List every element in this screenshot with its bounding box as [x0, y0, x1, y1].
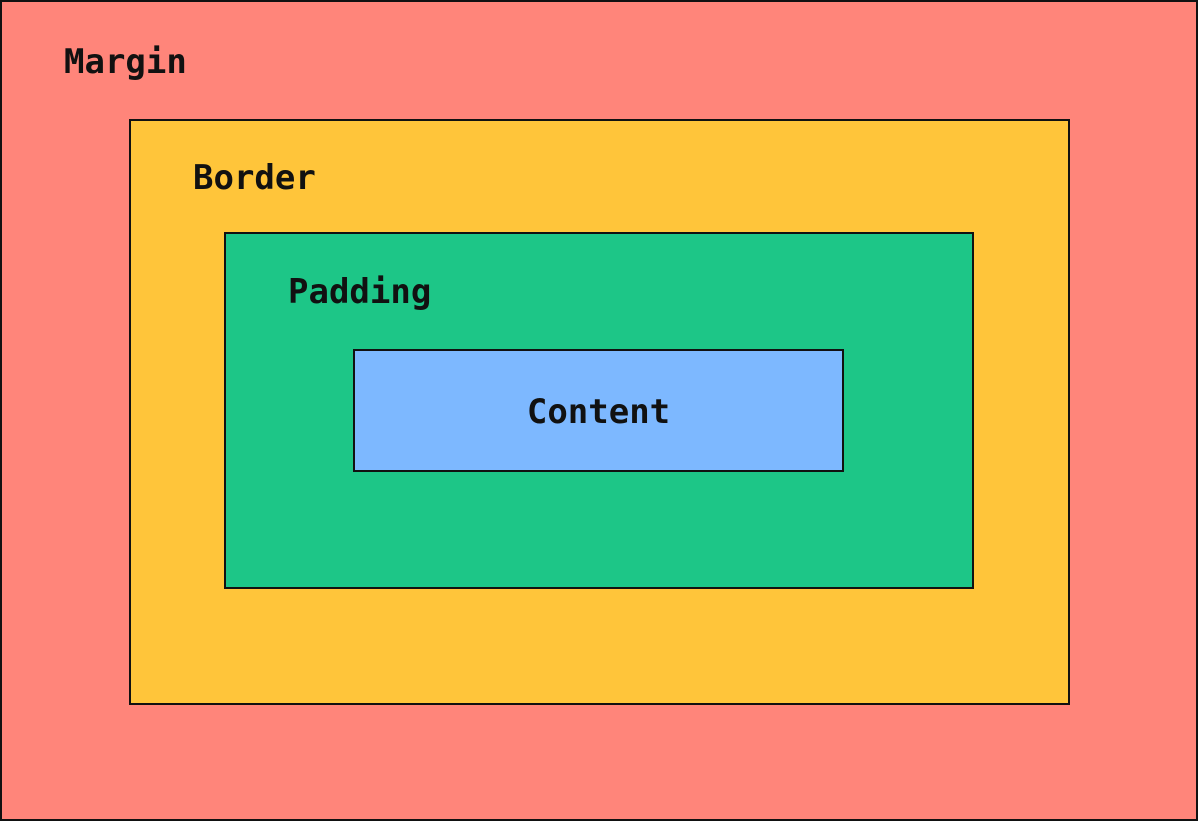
border-label: Border [193, 158, 316, 198]
content-label: Content [526, 392, 671, 432]
margin-label: Margin [64, 42, 187, 82]
padding-label: Padding [288, 272, 432, 312]
content-box [353, 349, 844, 472]
